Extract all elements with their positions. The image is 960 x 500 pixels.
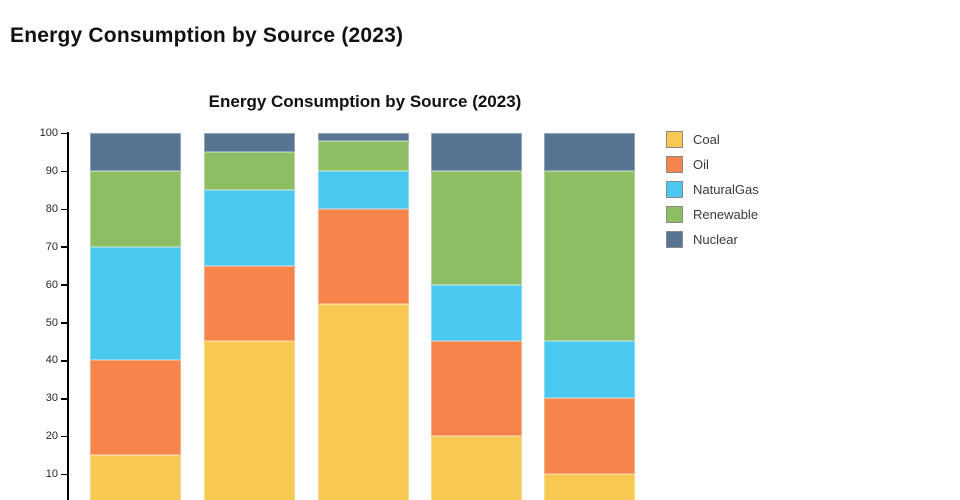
y-tick-mark [61,322,68,324]
bar-segment-renewable [90,170,181,247]
y-tick-mark [61,435,68,438]
bar-segment-naturalgas [204,189,295,266]
legend-swatch-icon [666,156,683,173]
bar-segment-nuclear [544,133,635,171]
y-tick-label: 50 [45,316,58,329]
bar [544,133,635,500]
chart-title: Energy Consumption by Source (2023) [208,92,522,111]
y-tick-mark [61,360,68,362]
legend-swatch-icon [666,181,683,198]
bar-segment-oil [204,265,295,342]
legend-label: Nuclear [693,232,738,247]
legend-item: NaturalGas [666,181,759,198]
bar-segment-oil [431,341,522,437]
legend-swatch-icon [666,231,683,248]
y-tick-mark [61,132,68,135]
page-title: Energy Consumption by Source (2023) [10,24,404,47]
bar-segment-coal [90,455,181,500]
legend-label: Coal [693,132,720,147]
bar-segment-coal [318,303,409,500]
bar [318,133,409,500]
bar-segment-coal [544,474,635,500]
bar-segment-naturalgas [90,246,181,361]
bar-segment-nuclear [431,133,522,171]
bar-segment-renewable [204,151,295,190]
y-tick-label: 80 [45,202,58,215]
bar-segment-renewable [318,140,409,171]
bar-segment-coal [431,436,522,500]
y-tick-mark [61,246,68,248]
bar-segment-nuclear [318,133,409,141]
legend-swatch-icon [666,206,683,223]
bar [431,133,522,500]
bar [90,133,181,500]
legend-item: Renewable [666,206,759,223]
legend-label: Oil [693,157,709,172]
bar-segment-oil [90,360,181,456]
legend: Coal Oil NaturalGas Renewable Nuclear [666,131,759,256]
bar-segment-renewable [544,170,635,342]
y-tick-mark [61,208,68,211]
y-axis-line [67,132,69,500]
bar-segment-naturalgas [318,170,409,209]
bar-segment-oil [318,208,409,304]
legend-item: Nuclear [666,231,759,248]
y-tick-label: 10 [45,468,58,481]
bar-segment-oil [544,398,635,475]
y-tick-label: 100 [39,127,58,139]
legend-item: Coal [666,131,759,148]
y-tick-mark [61,473,68,476]
legend-label: Renewable [693,207,759,222]
y-tick-label: 70 [45,240,58,253]
bar [204,133,295,500]
bar-segment-naturalgas [544,341,635,399]
legend-swatch-icon [666,131,683,148]
y-tick-mark [61,398,68,400]
y-tick-label: 90 [45,164,58,177]
y-tick-label: 60 [45,278,58,291]
bar-segment-naturalgas [431,284,522,342]
y-tick-mark [61,170,68,173]
bar-segment-coal [204,341,295,500]
y-tick-label: 30 [45,392,58,405]
bar-segment-nuclear [204,133,295,152]
y-tick-label: 40 [45,354,58,367]
y-tick-mark [61,284,68,286]
legend-label: NaturalGas [693,182,759,197]
bar-segment-renewable [431,170,522,285]
bar-segment-nuclear [90,133,181,171]
y-tick-label: 20 [45,430,58,443]
legend-item: Oil [666,156,759,173]
